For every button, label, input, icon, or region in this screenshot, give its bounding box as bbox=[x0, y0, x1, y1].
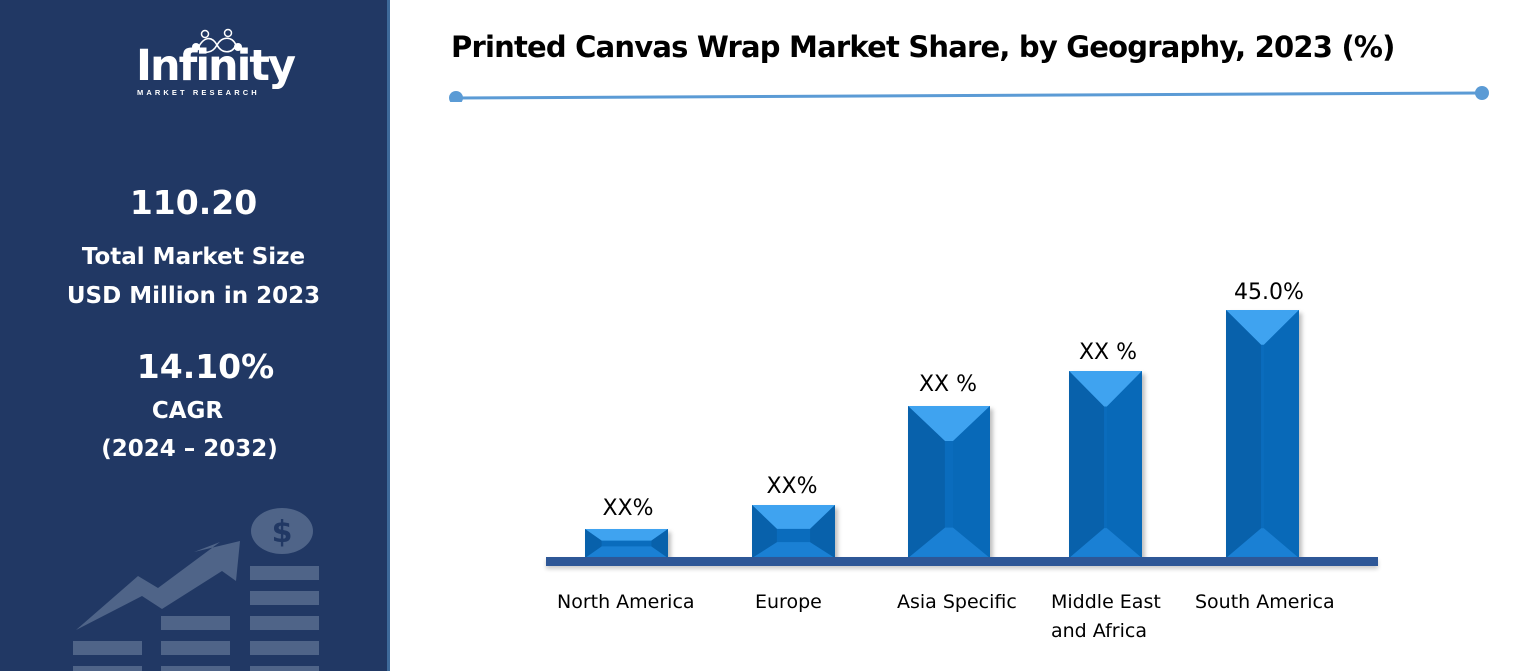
bar-north-america bbox=[585, 529, 668, 558]
svg-text:$: $ bbox=[272, 515, 293, 550]
category-label-europe: Europe bbox=[755, 591, 822, 613]
logo-brand-text: Infinity bbox=[136, 41, 296, 91]
sidebar-panel: Infinity MARKET RESEARCH 110.20 Total Ma… bbox=[0, 0, 387, 671]
value-label-europe: XX% bbox=[766, 474, 818, 499]
category-label-south-america: South America bbox=[1195, 591, 1335, 613]
category-label-middle-east-africa: Middle East and Africa bbox=[1051, 591, 1161, 642]
cagr-value: 14.10% bbox=[136, 347, 275, 386]
value-label-middle-east-africa: XX % bbox=[1078, 340, 1138, 365]
logo-tagline: MARKET RESEARCH bbox=[137, 88, 260, 97]
chart-title: Printed Canvas Wrap Market Share, by Geo… bbox=[451, 30, 1395, 64]
infinity-people-icon bbox=[192, 28, 242, 53]
value-label-north-america: XX% bbox=[602, 496, 654, 521]
infinity-logo: Infinity MARKET RESEARCH bbox=[130, 28, 296, 100]
market-size-unit: USD Million in 2023 bbox=[66, 283, 321, 309]
bar-south-america bbox=[1226, 310, 1299, 558]
market-size-label: Total Market Size bbox=[81, 244, 306, 270]
market-size-value: 110.20 bbox=[129, 183, 258, 222]
bar-europe bbox=[752, 505, 835, 558]
title-underline bbox=[449, 86, 1489, 102]
value-label-asia-specific: XX % bbox=[918, 372, 978, 397]
bar-asia-specific bbox=[908, 406, 990, 558]
growth-chart-dollar-icon: $ bbox=[73, 508, 319, 671]
bar-middle-east-africa bbox=[1069, 371, 1142, 558]
category-label-asia-specific: Asia Specific bbox=[897, 591, 1017, 613]
cagr-label: CAGR bbox=[151, 398, 224, 424]
cagr-period: (2024 – 2032) bbox=[101, 436, 278, 462]
category-label-north-america: North America bbox=[557, 591, 695, 613]
sidebar-divider bbox=[387, 0, 390, 671]
value-label-south-america: 45.0% bbox=[1234, 280, 1304, 305]
x-axis-line bbox=[546, 557, 1378, 566]
